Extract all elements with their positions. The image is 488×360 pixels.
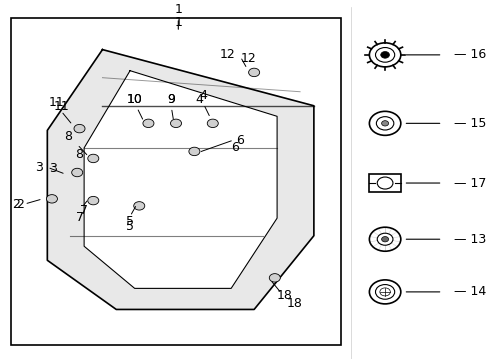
- Circle shape: [72, 168, 82, 177]
- Circle shape: [376, 233, 392, 245]
- Text: 12: 12: [240, 52, 256, 65]
- Text: 5: 5: [126, 220, 134, 233]
- Text: 7: 7: [80, 204, 88, 217]
- Circle shape: [381, 237, 388, 242]
- Text: — 16: — 16: [453, 48, 485, 61]
- Circle shape: [133, 202, 144, 210]
- Circle shape: [188, 147, 200, 156]
- Bar: [368, 174, 400, 192]
- Circle shape: [375, 284, 394, 299]
- Circle shape: [74, 125, 85, 133]
- Text: — 15: — 15: [453, 117, 486, 130]
- Text: 11: 11: [49, 96, 64, 109]
- Text: 1: 1: [174, 3, 182, 16]
- Text: — 14: — 14: [453, 285, 485, 298]
- Text: 9: 9: [167, 93, 175, 106]
- Text: 5: 5: [126, 215, 134, 228]
- Circle shape: [248, 68, 259, 77]
- Circle shape: [170, 119, 181, 127]
- Text: 12: 12: [220, 48, 235, 61]
- Text: 2: 2: [17, 198, 24, 211]
- Text: 6: 6: [235, 134, 243, 147]
- Text: 10: 10: [126, 93, 142, 106]
- Text: 10: 10: [126, 93, 142, 106]
- Text: 11: 11: [53, 100, 69, 113]
- Text: 1: 1: [174, 16, 182, 29]
- Circle shape: [88, 154, 99, 163]
- Circle shape: [380, 51, 388, 58]
- Text: 4: 4: [199, 89, 207, 102]
- Text: 6: 6: [231, 141, 239, 154]
- Text: 3: 3: [49, 162, 57, 175]
- Text: 3: 3: [35, 161, 42, 174]
- Text: 8: 8: [64, 130, 72, 143]
- Bar: [11, 18, 341, 345]
- Text: 18: 18: [285, 297, 302, 310]
- Circle shape: [207, 119, 218, 127]
- Polygon shape: [47, 50, 313, 310]
- Text: 7: 7: [75, 211, 83, 224]
- Text: 4: 4: [195, 93, 203, 106]
- Text: 9: 9: [167, 93, 175, 106]
- Circle shape: [381, 121, 388, 126]
- Text: 2: 2: [12, 198, 20, 211]
- Circle shape: [88, 196, 99, 205]
- Text: — 17: — 17: [453, 176, 486, 189]
- Circle shape: [46, 195, 57, 203]
- Text: 8: 8: [75, 148, 83, 161]
- Circle shape: [269, 274, 280, 282]
- Circle shape: [142, 119, 154, 127]
- Polygon shape: [84, 71, 277, 288]
- Text: 18: 18: [277, 289, 292, 302]
- Text: — 13: — 13: [453, 233, 485, 246]
